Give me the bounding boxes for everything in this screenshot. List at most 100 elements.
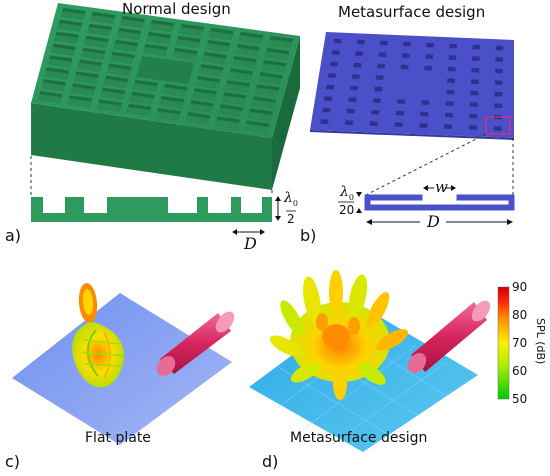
metasurface-slot [349,85,359,91]
metasurface-slot [469,113,478,119]
metasurface-slot [469,102,478,107]
panel-letter-a: a) [5,226,22,245]
normal-cell-floor [235,47,260,57]
normal-cell-floor [70,86,95,96]
normal-cell-floor [90,15,115,25]
normal-cell-floor [142,47,168,57]
metasurface-slot [327,73,337,78]
metasurface-slot [344,120,354,125]
dim-D-b: D [427,212,440,231]
normal-cell-floor [264,51,289,61]
metasurface-slot [325,84,335,90]
metasurface-slot [394,122,403,127]
metasurface-slot [395,110,405,116]
metasurface-slot [322,107,331,113]
dim-D-a: D [244,234,257,253]
normal-cell-floor [133,82,158,93]
normal-cell-floor [47,58,72,68]
metasurface-slot [376,63,386,69]
metasurface-slot [426,42,434,48]
colorbar-tick-90: 90 [512,280,528,294]
normal-cell-floor [116,31,141,41]
metasurface-slot [444,124,453,129]
normal-cell-floor [100,90,125,100]
normal-cell-floor [214,119,240,129]
title-normal-design: Normal design [122,0,231,18]
normal-cell-floor [103,78,128,88]
normal-cell-floor [129,94,154,105]
normal-cell-floor [251,99,276,109]
metasurface-slot [447,78,456,83]
normal-cell-floor [228,71,253,81]
metasurface-slot [447,66,456,72]
metasurface-slot [419,123,428,128]
metasurface-slot [346,108,356,114]
normal-cell-floor [218,107,243,117]
dim-lambda-a: λ0 [284,190,298,208]
normal-cell-floor [119,19,145,29]
normal-cell-floor [96,102,121,112]
normal-cell-floor [202,55,227,65]
normal-cell-floor [195,79,220,89]
metasurface-slot [329,61,338,67]
colorbar-label: SPL (dB) [534,318,547,365]
metasurface-slot [369,121,379,126]
colorbar-tick-70: 70 [512,336,528,350]
normal-cell-floor [185,115,210,125]
normal-cell-floor [208,31,233,41]
normal-cell-floor [254,87,279,97]
metasurface-slot [493,126,502,131]
normal-cell-floor [159,99,184,109]
caption-metasurface-design: Metasurface design [290,430,428,446]
dim-denominator-b: 20 [339,203,355,217]
title-metasurface-design: Metasurface design [338,3,486,21]
normal-cell [136,55,195,85]
normal-cell-floor [175,39,200,49]
normal-cell-floor [155,111,181,121]
metasurface-slot [468,125,477,130]
normal-cell-floor [224,83,250,93]
normal-cell-floor [37,94,62,104]
metasurface-slot [353,62,362,68]
metasurface-slot [494,80,503,85]
normal-cell-floor [41,82,66,92]
normal-cell-floor [113,42,138,52]
normal-cell-floor [80,50,105,60]
metasurface-slot [356,39,365,45]
metasurface-slot [420,111,429,117]
metasurface-cross-section [364,194,515,211]
normal-cell-floor [179,27,204,37]
normal-cell-floor [198,67,223,77]
metasurface-slot [425,54,434,59]
normal-cell-floor [60,11,85,20]
metasurface-slot [445,101,454,106]
normal-cell-floor [205,43,230,53]
metasurface-slot-grid [320,38,504,131]
metasurface-slot [348,97,357,102]
metasurface-slot [374,86,383,92]
metasurface-slot [379,40,388,46]
metasurface-slot [470,79,479,84]
colorbar-tick-60: 60 [512,364,528,378]
colorbar-tick-50: 50 [512,392,528,406]
normal-cell-floor [83,38,108,48]
normal-cell-floor [54,34,79,44]
metasurface-slot [320,119,329,124]
normal-cell-floor [257,75,283,85]
metasurface-slot [378,52,387,57]
metasurface-slot [333,38,342,44]
dim-lambda-b: λ0 [340,184,354,202]
flat-plate-scene [12,283,235,445]
normal-cell-grid [37,7,294,134]
normal-cell-floor [267,39,293,49]
metasurface-slot [495,45,504,51]
metasurface-slot [494,91,503,97]
metasurface-slot [448,55,457,60]
normal-cell-floor [110,54,135,64]
normal-design-block [31,3,300,190]
normal-cell-floor [247,111,272,121]
panel-letter-b: b) [300,226,317,245]
dim-denominator-a: 2 [287,212,295,226]
normal-cell-floor [106,66,131,76]
